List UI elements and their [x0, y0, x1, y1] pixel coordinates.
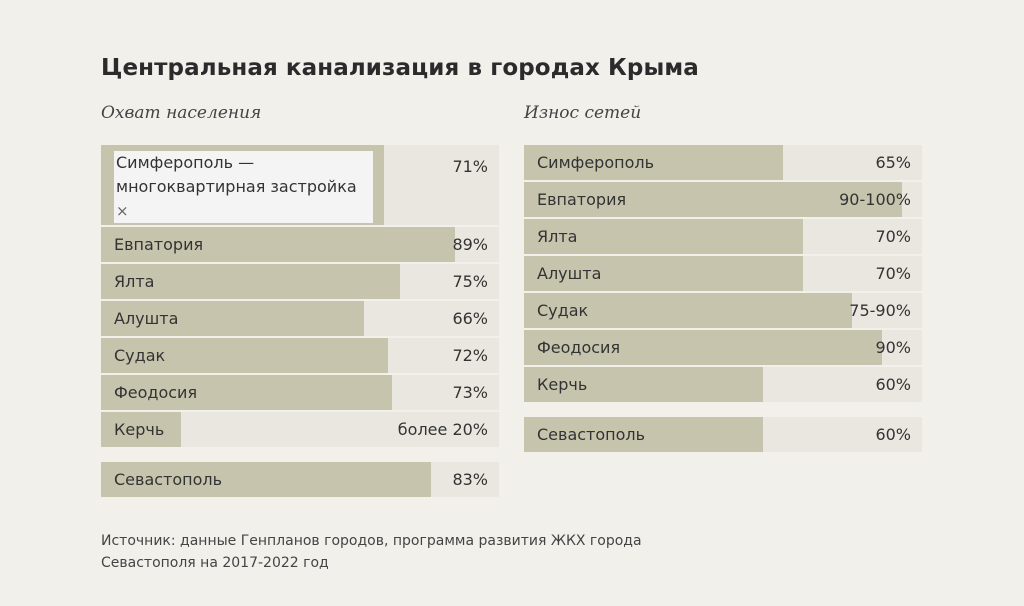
right-panel-title: Износ сетей [524, 103, 642, 123]
bar-fill [101, 301, 364, 336]
bar-label: Евпатория [114, 235, 204, 254]
bar-fill [524, 145, 783, 180]
bar-row-1-0[interactable]: Симферополь 65% [524, 145, 922, 180]
bar-value-label: 90% [875, 338, 911, 357]
bar-value-label: 71% [452, 157, 488, 176]
bar-label: Феодосия [537, 338, 621, 357]
tooltip-text: Симферополь — многоквартирная застройка [116, 153, 357, 196]
bar-label: Ялта [114, 272, 155, 291]
bar-label: Севастополь [114, 470, 223, 489]
bar-row-0-7[interactable]: Севастополь 83% [101, 462, 499, 497]
bar-fill [524, 293, 853, 328]
bar-fill [524, 256, 803, 291]
bar-row-0-4[interactable]: Судак 72% [101, 338, 499, 373]
bar-fill [524, 367, 763, 402]
bar-fill [524, 219, 803, 254]
bar-value-label: 60% [875, 375, 911, 394]
bar-value-label: более 20% [397, 420, 488, 439]
bar-fill [524, 182, 903, 217]
bar-row-1-5[interactable]: Феодосия 90% [524, 330, 922, 365]
bar-label: Судак [114, 346, 166, 365]
source-note: Источник: данные Генпланов городов, прог… [101, 533, 642, 571]
bar-value-label: 75% [452, 272, 488, 291]
bar-value-label: 90-100% [839, 190, 911, 209]
bar-tooltip-label: Симферополь — многоквартирная застройка × [114, 151, 373, 223]
bar-fill [101, 412, 181, 447]
close-icon[interactable]: × [116, 202, 129, 220]
bar-row-0-0[interactable]: Симферополь — многоквартирная застройка ×… [101, 145, 499, 225]
bar-label: Феодосия [114, 383, 198, 402]
bar-fill [101, 338, 388, 373]
bar-row-0-2[interactable]: Ялта 75% [101, 264, 499, 299]
bar-fill [101, 227, 456, 262]
bar-value-label: 73% [452, 383, 488, 402]
bar-row-1-4[interactable]: Судак 75-90% [524, 293, 922, 328]
left-panel-title: Охват населения [101, 103, 262, 123]
bar-label: Керчь [114, 420, 165, 439]
bar-row-1-6[interactable]: Керчь 60% [524, 367, 922, 402]
bar-label: Ялта [537, 227, 578, 246]
bar-value-label: 89% [452, 235, 488, 254]
bar-value-label: 83% [452, 470, 488, 489]
bar-row-0-5[interactable]: Феодосия 73% [101, 375, 499, 410]
bar-row-1-3[interactable]: Алушта 70% [524, 256, 922, 291]
bar-row-1-7[interactable]: Севастополь 60% [524, 417, 922, 452]
bar-value-label: 66% [452, 309, 488, 328]
bar-value-label: 70% [875, 227, 911, 246]
bar-row-0-3[interactable]: Алушта 66% [101, 301, 499, 336]
bar-label: Алушта [114, 309, 179, 328]
bar-value-label: 60% [875, 425, 911, 444]
coverage-bar-chart: Симферополь — многоквартирная застройка ×… [101, 145, 499, 497]
chart-title: Центральная канализация в городах Крыма [101, 55, 699, 81]
bar-row-1-2[interactable]: Ялта 70% [524, 219, 922, 254]
bar-label: Симферополь [537, 153, 655, 172]
bar-label: Алушта [537, 264, 602, 283]
bar-fill [101, 462, 432, 497]
bar-row-0-1[interactable]: Евпатория 89% [101, 227, 499, 262]
bar-row-1-1[interactable]: Евпатория 90-100% [524, 182, 922, 217]
bar-fill [101, 264, 400, 299]
bar-row-0-6[interactable]: Керчь более 20% [101, 412, 499, 447]
bar-fill [101, 375, 392, 410]
wear-bar-chart: Симферополь 65% Евпатория 90-100% Ялта 70% Алу… [524, 145, 922, 452]
bar-value-label: 65% [875, 153, 911, 172]
bar-fill [524, 330, 883, 365]
bar-label: Керчь [537, 375, 588, 394]
bar-value-label: 75-90% [849, 301, 911, 320]
bar-value-label: 70% [875, 264, 911, 283]
bar-fill [524, 417, 763, 452]
bar-label: Севастополь [537, 425, 646, 444]
bar-value-label: 72% [452, 346, 488, 365]
bar-label: Судак [537, 301, 589, 320]
bar-label: Евпатория [537, 190, 627, 209]
